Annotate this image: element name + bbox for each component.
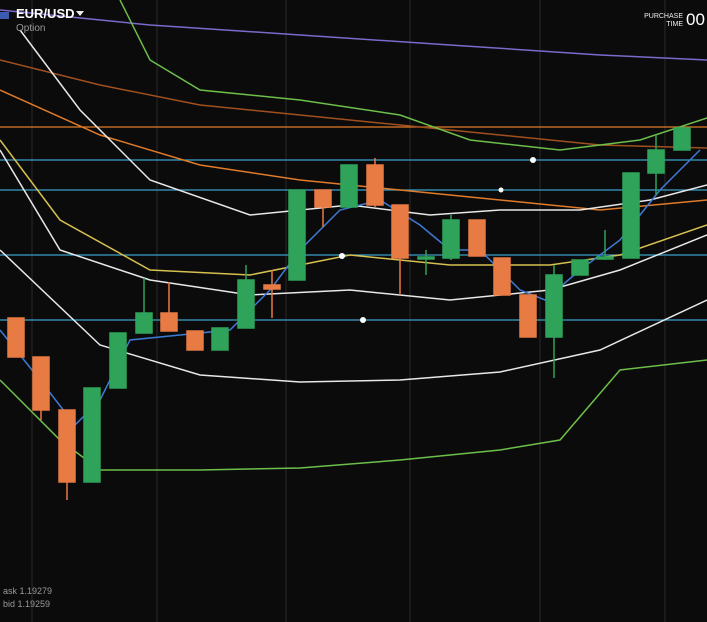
indicators <box>0 0 707 471</box>
purchase-time-value: 00 <box>686 10 705 29</box>
flag-icon <box>0 12 9 19</box>
dropdown-arrow <box>76 11 84 16</box>
asset-pair[interactable]: EUR/USD <box>16 6 75 21</box>
grid <box>31 0 666 622</box>
ask-price: ask 1.19279 <box>3 586 53 596</box>
bid-price: bid 1.19259 <box>3 599 51 609</box>
label-line: TIME <box>666 21 683 28</box>
candles <box>7 127 691 500</box>
label-line: PURCHASE <box>644 13 683 20</box>
purchase-time-label: PURCHASE TIME <box>630 13 683 29</box>
asset-mode: Option <box>16 23 46 34</box>
